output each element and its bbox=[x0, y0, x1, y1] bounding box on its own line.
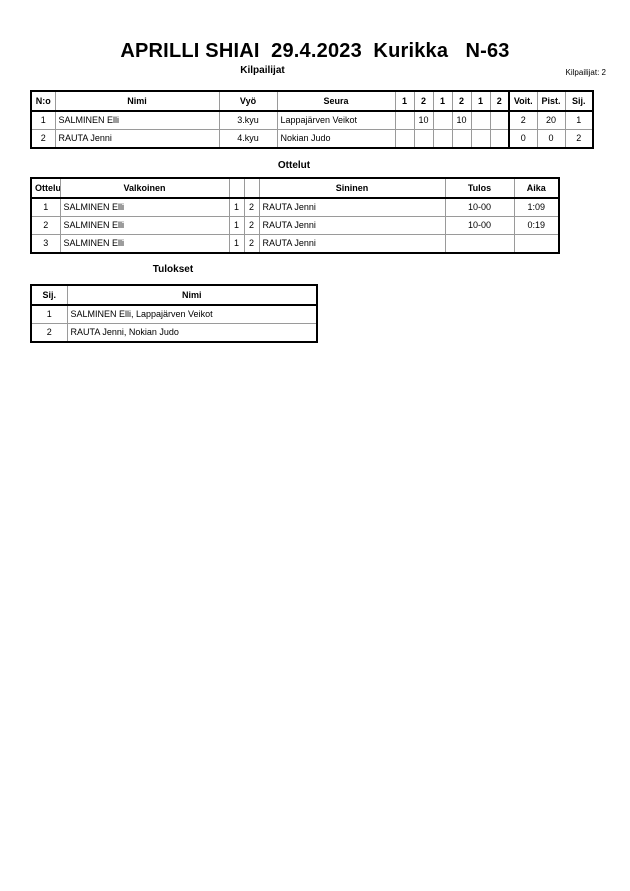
competitors-table: N:o Nimi Vyö Seura 1 2 1 2 1 2 Voit. Pis… bbox=[30, 90, 594, 149]
col-header-result: Tulos bbox=[444, 177, 515, 199]
cell-round-5 bbox=[470, 129, 491, 149]
col-header-points: Pist. bbox=[536, 90, 566, 112]
cell-blue: RAUTA Jenni bbox=[258, 234, 446, 254]
col-header-round-2: 2 bbox=[413, 90, 434, 112]
cell-round-2 bbox=[413, 129, 434, 149]
cell-match: 1 bbox=[30, 197, 61, 217]
cell-white: SALMINEN Elli bbox=[59, 234, 230, 254]
col-header-rank: Sij. bbox=[564, 90, 594, 112]
cell-time bbox=[513, 234, 560, 254]
section-heading-results: Tulokset bbox=[152, 264, 194, 275]
cell-white-no: 1 bbox=[228, 216, 245, 235]
cell-result: 10-00 bbox=[444, 197, 515, 217]
cell-round-3 bbox=[432, 129, 453, 149]
cell-white-no: 1 bbox=[228, 197, 245, 217]
cell-white: SALMINEN Elli bbox=[59, 216, 230, 235]
table-row: 2 RAUTA Jenni 4.kyu Nokian Judo 0 0 2 bbox=[30, 129, 594, 149]
table-row: 1 SALMINEN Elli 3.kyu Lappajärven Veikot… bbox=[30, 110, 594, 130]
matches-table-header-row: Ottelu Valkoinen Sininen Tulos Aika bbox=[30, 177, 560, 199]
col-header-white: Valkoinen bbox=[59, 177, 230, 199]
col-header-name: Nimi bbox=[66, 284, 318, 306]
competitors-table-header-row: N:o Nimi Vyö Seura 1 2 1 2 1 2 Voit. Pis… bbox=[30, 90, 594, 112]
col-header-blue: Sininen bbox=[258, 177, 446, 199]
results-table-header-row: Sij. Nimi bbox=[30, 284, 318, 306]
cell-result: 10-00 bbox=[444, 216, 515, 235]
cell-rank: 1 bbox=[30, 304, 68, 324]
cell-points: 0 bbox=[536, 129, 566, 149]
cell-white-no: 1 bbox=[228, 234, 245, 254]
cell-belt: 3.kyu bbox=[218, 110, 278, 130]
cell-round-6 bbox=[489, 129, 510, 149]
cell-club: Lappajärven Veikot bbox=[276, 110, 396, 130]
col-header-white-no bbox=[228, 177, 245, 199]
cell-match: 2 bbox=[30, 216, 61, 235]
cell-match: 3 bbox=[30, 234, 61, 254]
section-heading-competitors: Kilpailijat bbox=[240, 65, 285, 76]
page-title: APRILLI SHIAI 29.4.2023 Kurikka N-63 bbox=[120, 40, 510, 62]
cell-rank: 1 bbox=[564, 110, 594, 130]
cell-round-4: 10 bbox=[451, 110, 472, 130]
cell-blue: RAUTA Jenni bbox=[258, 197, 446, 217]
competitor-count-label: Kilpailijat: 2 bbox=[565, 68, 606, 77]
col-header-wins: Voit. bbox=[508, 90, 538, 112]
col-header-blue-no bbox=[243, 177, 260, 199]
cell-round-5 bbox=[470, 110, 491, 130]
cell-round-4 bbox=[451, 129, 472, 149]
cell-time: 0:19 bbox=[513, 216, 560, 235]
table-row: 2 SALMINEN Elli 1 2 RAUTA Jenni 10-00 0:… bbox=[30, 216, 560, 235]
col-header-time: Aika bbox=[513, 177, 560, 199]
col-header-club: Seura bbox=[276, 90, 396, 112]
col-header-belt: Vyö bbox=[218, 90, 278, 112]
cell-club: Nokian Judo bbox=[276, 129, 396, 149]
col-header-round-3: 1 bbox=[432, 90, 453, 112]
col-header-name: Nimi bbox=[54, 90, 220, 112]
table-row: 1 SALMINEN Elli 1 2 RAUTA Jenni 10-00 1:… bbox=[30, 197, 560, 217]
results-table: Sij. Nimi 1 SALMINEN Elli, Lappajärven V… bbox=[30, 284, 318, 343]
cell-name: SALMINEN Elli, Lappajärven Veikot bbox=[66, 304, 318, 324]
cell-blue: RAUTA Jenni bbox=[258, 216, 446, 235]
cell-round-6 bbox=[489, 110, 510, 130]
col-header-round-6: 2 bbox=[489, 90, 510, 112]
cell-name: RAUTA Jenni bbox=[54, 129, 220, 149]
cell-round-1 bbox=[394, 129, 415, 149]
cell-no: 1 bbox=[30, 110, 56, 130]
col-header-round-4: 2 bbox=[451, 90, 472, 112]
col-header-rank: Sij. bbox=[30, 284, 68, 306]
table-row: 2 RAUTA Jenni, Nokian Judo bbox=[30, 323, 318, 343]
cell-wins: 0 bbox=[508, 129, 538, 149]
cell-rank: 2 bbox=[564, 129, 594, 149]
col-header-round-5: 1 bbox=[470, 90, 491, 112]
cell-blue-no: 2 bbox=[243, 234, 260, 254]
col-header-round-1: 1 bbox=[394, 90, 415, 112]
cell-belt: 4.kyu bbox=[218, 129, 278, 149]
col-header-match: Ottelu bbox=[30, 177, 61, 199]
cell-blue-no: 2 bbox=[243, 197, 260, 217]
table-row: 3 SALMINEN Elli 1 2 RAUTA Jenni bbox=[30, 234, 560, 254]
table-row: 1 SALMINEN Elli, Lappajärven Veikot bbox=[30, 304, 318, 324]
cell-time: 1:09 bbox=[513, 197, 560, 217]
cell-blue-no: 2 bbox=[243, 216, 260, 235]
cell-white: SALMINEN Elli bbox=[59, 197, 230, 217]
col-header-no: N:o bbox=[30, 90, 56, 112]
section-heading-matches: Ottelut bbox=[277, 160, 311, 171]
cell-name: SALMINEN Elli bbox=[54, 110, 220, 130]
cell-no: 2 bbox=[30, 129, 56, 149]
cell-result bbox=[444, 234, 515, 254]
cell-round-3 bbox=[432, 110, 453, 130]
cell-rank: 2 bbox=[30, 323, 68, 343]
cell-wins: 2 bbox=[508, 110, 538, 130]
cell-name: RAUTA Jenni, Nokian Judo bbox=[66, 323, 318, 343]
cell-points: 20 bbox=[536, 110, 566, 130]
matches-table: Ottelu Valkoinen Sininen Tulos Aika 1 SA… bbox=[30, 177, 560, 254]
cell-round-1 bbox=[394, 110, 415, 130]
cell-round-2: 10 bbox=[413, 110, 434, 130]
